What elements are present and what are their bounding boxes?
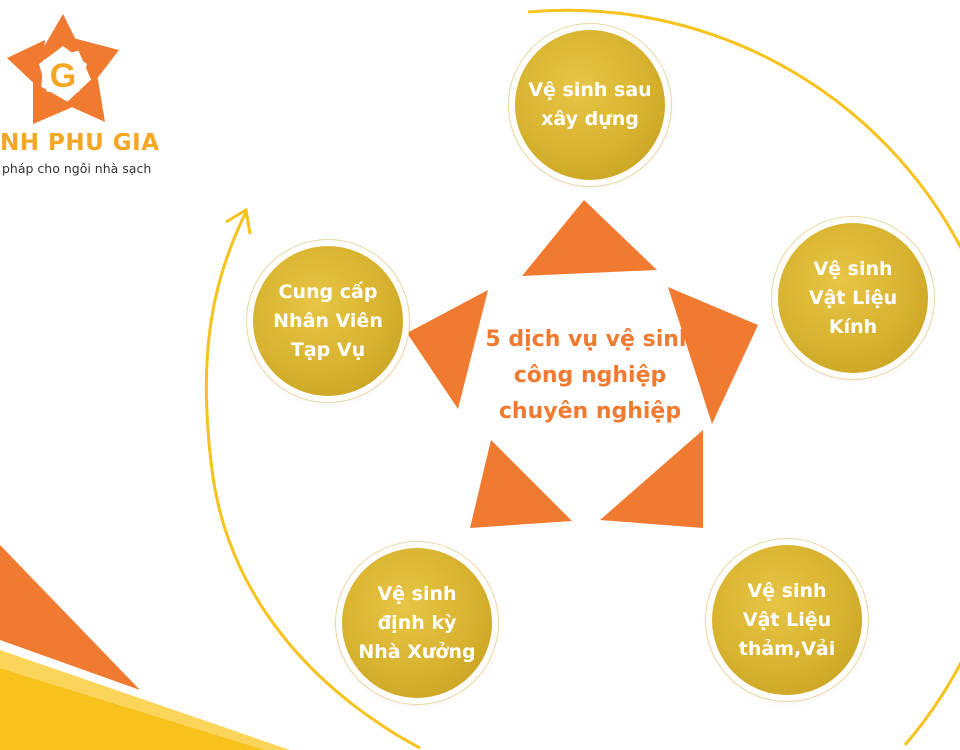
pentagon-triangle-bottom-right	[600, 430, 703, 528]
decor-orange-triangle	[0, 545, 140, 690]
logo-petal-left	[7, 40, 45, 90]
pentagon-triangle-left	[407, 290, 488, 409]
pentagon-triangle-right	[668, 287, 758, 424]
service-post-construction: Vệ sinh sau xây dựng	[515, 30, 665, 180]
service-label: Vệ sinh sau xây dựng	[528, 79, 652, 130]
service-label: Vệ sinh Vật Liệu thảm,Vải	[738, 579, 836, 660]
logo-petal-right	[73, 38, 119, 84]
brand-tagline: pháp cho ngôi nhà sạch	[2, 161, 152, 176]
pentagon-triangle-top	[522, 200, 657, 276]
service-periodic-factory: Vệ sinh định kỳ Nhà Xưởng	[342, 548, 492, 698]
cycle-ring	[527, 8, 960, 746]
logo-petal-bottom-left	[33, 82, 75, 124]
service-label: Cung cấp Nhân Viên Tạp Vụ	[273, 280, 383, 361]
logo-letter: G	[50, 57, 76, 95]
logo-petal-top	[35, 14, 81, 62]
logo-mark: G	[7, 14, 119, 124]
service-label: Vệ sinh Vật Liệu Kính	[808, 257, 898, 338]
pentagon-triangle-bottom-left	[470, 440, 572, 528]
brand-name: NH PHU GIA	[0, 130, 160, 156]
center-pentagon	[407, 200, 758, 528]
decor-yellow-band-edge	[0, 650, 290, 750]
center-title: 5 dịch vụ vệ sinh công nghiệp chuyên ngh…	[485, 327, 695, 424]
cycle-ring-left	[204, 211, 421, 750]
service-carpet-fabric: Vệ sinh Vật Liệu thảm,Vải	[712, 545, 862, 695]
service-label: Vệ sinh định kỳ Nhà Xưởng	[358, 582, 476, 663]
logo-petal-bottom-right	[65, 74, 105, 122]
logo-inner-pentagon	[39, 46, 87, 92]
service-janitor-staff: Cung cấp Nhân Viên Tạp Vụ	[253, 246, 403, 396]
service-glass-material: Vệ sinh Vật Liệu Kính	[778, 223, 928, 373]
cycle-arrow-icon	[225, 207, 252, 235]
